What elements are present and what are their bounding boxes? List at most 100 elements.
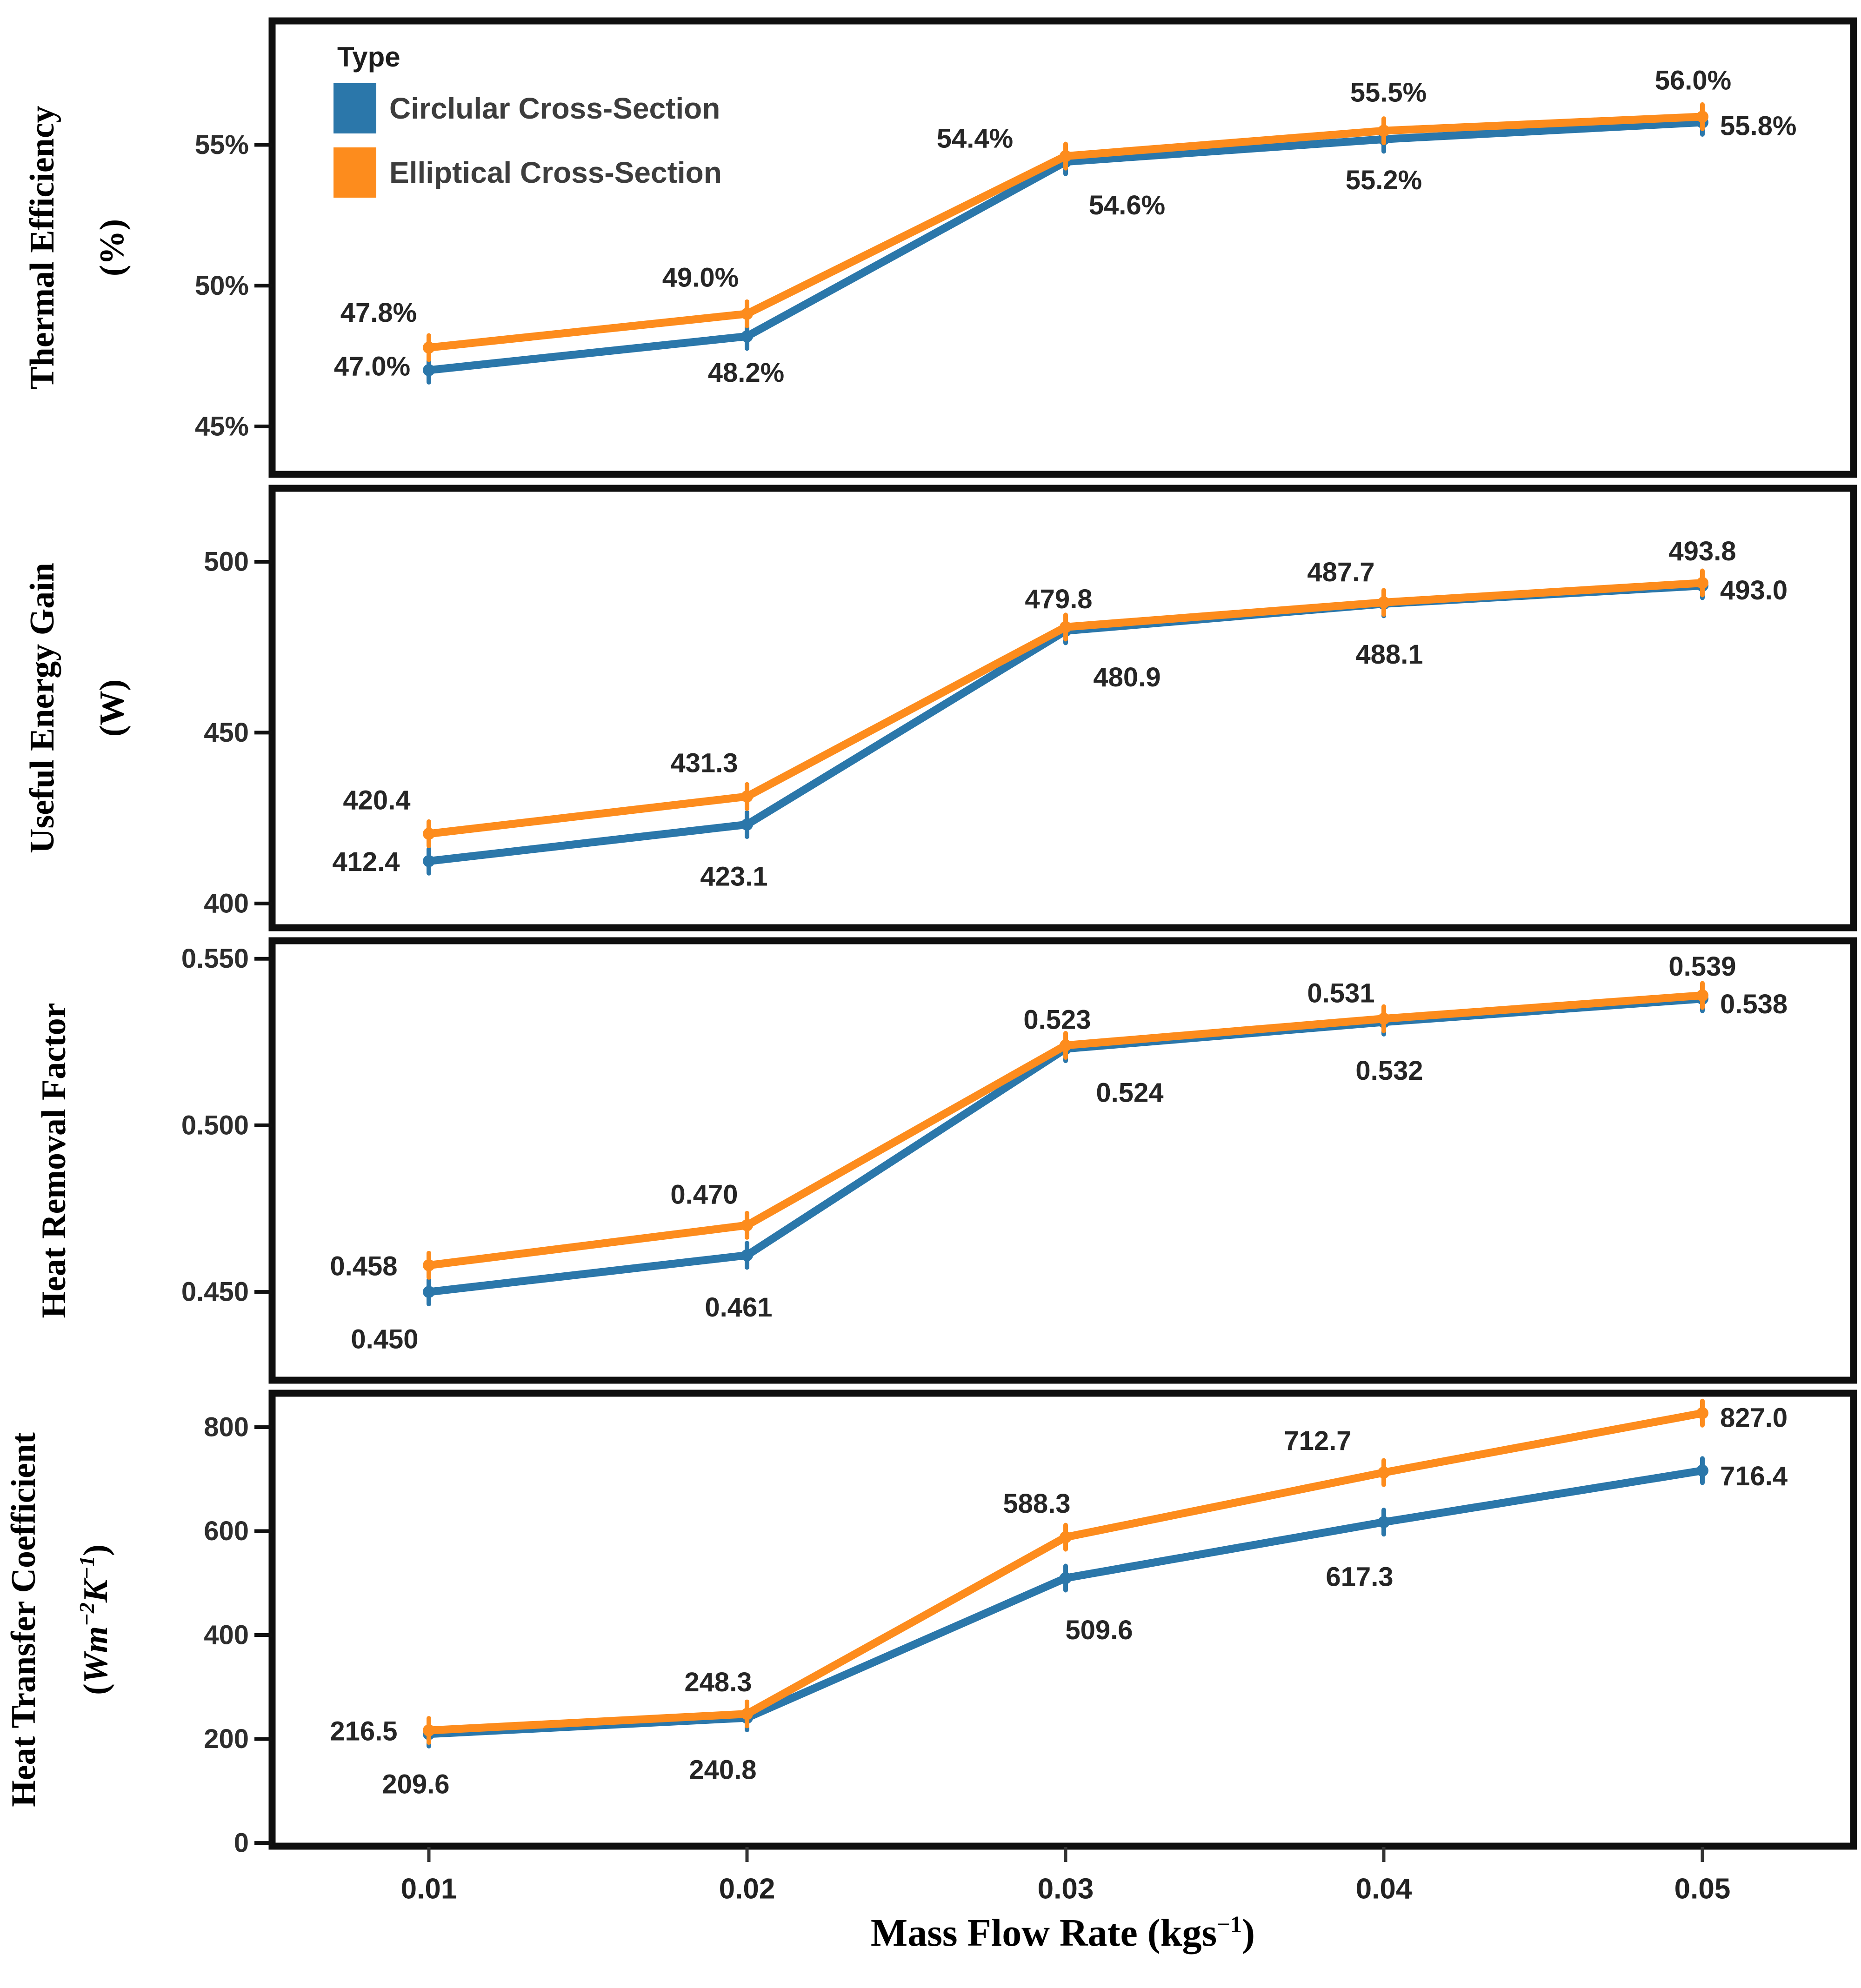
y-tick-label: 0 — [234, 1828, 249, 1858]
data-point-elliptical — [741, 1708, 753, 1720]
y-tick-label: 0.500 — [181, 1110, 249, 1140]
data-point-label-elliptical: 480.9 — [1093, 662, 1161, 692]
y-tick-label: 0.550 — [181, 944, 249, 974]
y-tick-label: 450 — [204, 718, 249, 748]
data-point-label-circular: 493.0 — [1720, 575, 1788, 605]
legend-item-circular: Circlular Cross-Section — [334, 83, 722, 133]
legend-swatch-elliptical-icon — [334, 147, 376, 198]
y-tick-label: 45% — [195, 412, 249, 442]
panel-border-heat-transfer-coefficient — [268, 1390, 1857, 1850]
data-point-circular — [1060, 1572, 1072, 1584]
data-point-elliptical — [741, 1219, 753, 1231]
legend-label-circular: Circlular Cross-Section — [389, 92, 720, 125]
data-point-elliptical — [423, 1259, 435, 1271]
data-point-label-circular: 617.3 — [1326, 1562, 1393, 1592]
y-tick-label: 200 — [204, 1724, 249, 1754]
legend-item-elliptical: Elliptical Cross-Section — [334, 147, 722, 198]
data-point-label-circular: 0.450 — [351, 1324, 418, 1355]
y-axis-title-useful-energy-gain-line1: Useful Energy Gain — [23, 563, 61, 853]
data-point-circular — [741, 330, 753, 343]
data-point-label-elliptical: 0.458 — [330, 1251, 397, 1281]
y-tick-label: 800 — [204, 1412, 249, 1442]
data-point-label-elliptical: 56.0% — [1655, 65, 1731, 95]
y-tick-label: 50% — [195, 271, 249, 301]
data-point-elliptical — [1696, 989, 1708, 1002]
y-tick-label: 55% — [195, 130, 249, 160]
y-axis-title-thermal-efficiency-line2: (%) — [93, 219, 131, 276]
data-point-label-circular: 487.7 — [1307, 557, 1374, 587]
data-point-label-elliptical: 431.3 — [670, 748, 738, 778]
data-point-elliptical — [1378, 1012, 1390, 1025]
data-point-label-elliptical: 0.539 — [1668, 951, 1736, 982]
data-point-label-circular: 0.523 — [1023, 1005, 1091, 1035]
y-axis-title-useful-energy-gain-line2: (W) — [93, 679, 131, 737]
legend-label-elliptical: Elliptical Cross-Section — [389, 156, 722, 189]
legend-swatch-circular-icon — [334, 83, 376, 133]
data-point-label-elliptical: 0.532 — [1355, 1056, 1423, 1086]
y-axis-title-thermal-efficiency-line1: Thermal Efficiency — [23, 106, 61, 389]
data-point-label-elliptical: 712.7 — [1284, 1426, 1351, 1456]
data-point-label-elliptical: 0.524 — [1096, 1077, 1163, 1108]
data-point-elliptical — [1060, 150, 1072, 162]
panel-border-heat-removal-factor — [268, 937, 1857, 1384]
panel-border-thermal-efficiency — [268, 17, 1857, 478]
legend-title: Type — [337, 41, 400, 73]
data-point-circular — [1696, 1464, 1708, 1477]
data-point-label-circular: 55.8% — [1720, 111, 1796, 141]
data-point-label-circular: 0.531 — [1307, 978, 1374, 1008]
data-point-circular — [423, 364, 435, 376]
data-point-label-circular: 479.8 — [1025, 584, 1092, 614]
data-point-elliptical — [1378, 1466, 1390, 1479]
data-point-circular — [423, 1286, 435, 1298]
data-point-elliptical — [423, 341, 435, 354]
data-point-elliptical — [1378, 125, 1390, 137]
data-point-elliptical — [1060, 1531, 1072, 1543]
data-point-circular — [741, 1249, 753, 1262]
y-tick-label: 500 — [204, 546, 249, 577]
data-point-circular — [423, 855, 435, 867]
x-tick-label: 0.04 — [1356, 1873, 1412, 1905]
data-point-label-circular: 0.538 — [1720, 989, 1788, 1019]
y-tick-label: 400 — [204, 888, 249, 918]
data-point-label-elliptical: 588.3 — [1003, 1489, 1070, 1519]
data-point-label-circular: 412.4 — [332, 847, 400, 877]
x-tick-label: 0.01 — [401, 1873, 457, 1905]
data-point-elliptical — [1060, 621, 1072, 633]
data-point-circular — [1378, 1516, 1390, 1529]
data-point-label-elliptical: 55.5% — [1350, 78, 1427, 108]
data-point-elliptical — [1696, 1407, 1708, 1419]
data-point-label-elliptical: 488.1 — [1355, 639, 1423, 670]
data-point-label-circular: 0.461 — [705, 1292, 772, 1323]
x-tick-label: 0.02 — [719, 1873, 775, 1905]
data-point-label-elliptical: 248.3 — [684, 1667, 752, 1697]
y-axis-title-heat-transfer-coefficient-line1: Heat Transfer Coefficient — [5, 1432, 43, 1807]
data-point-label-elliptical: 827.0 — [1720, 1403, 1788, 1433]
y-tick-label: 400 — [204, 1620, 249, 1650]
data-point-elliptical — [1378, 596, 1390, 609]
y-tick-label: 600 — [204, 1516, 249, 1546]
y-tick-label: 0.450 — [181, 1277, 249, 1307]
data-point-label-elliptical: 493.8 — [1668, 536, 1736, 566]
data-point-label-elliptical: 0.470 — [670, 1179, 738, 1210]
y-axis-title-heat-transfer-coefficient-line2: (Wm−2K−1) — [75, 1544, 115, 1695]
x-tick-label: 0.03 — [1038, 1873, 1094, 1905]
panel-border-useful-energy-gain — [268, 485, 1857, 931]
data-point-label-circular: 54.4% — [937, 123, 1013, 153]
data-point-label-circular: 240.8 — [689, 1755, 756, 1785]
data-point-elliptical — [423, 827, 435, 840]
data-point-elliptical — [741, 790, 753, 803]
x-tick-label: 0.05 — [1674, 1873, 1731, 1905]
data-point-label-elliptical: 420.4 — [343, 785, 410, 815]
data-point-label-elliptical: 49.0% — [662, 262, 739, 293]
data-point-label-circular: 47.0% — [334, 351, 410, 381]
data-point-label-circular: 209.6 — [382, 1769, 449, 1799]
data-point-label-elliptical: 54.6% — [1089, 190, 1165, 220]
data-point-elliptical — [1060, 1039, 1072, 1051]
data-point-label-circular: 423.1 — [700, 862, 767, 892]
data-point-elliptical — [741, 307, 753, 320]
y-axis-title-heat-removal-factor-line1: Heat Removal Factor — [35, 1003, 73, 1318]
data-point-label-circular: 509.6 — [1065, 1615, 1133, 1645]
data-point-label-circular: 48.2% — [708, 358, 784, 388]
